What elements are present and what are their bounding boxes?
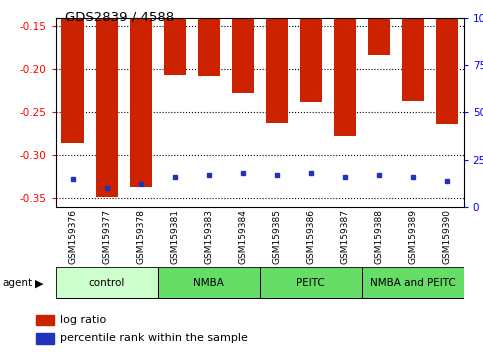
Text: GSM159377: GSM159377 [102, 209, 111, 264]
Text: GSM159390: GSM159390 [442, 209, 451, 264]
Text: ▶: ▶ [35, 278, 43, 288]
Bar [61, 18, 84, 143]
Text: GSM159387: GSM159387 [340, 209, 349, 264]
Text: GSM159385: GSM159385 [272, 209, 281, 264]
Text: NMBA: NMBA [193, 278, 224, 288]
Bar [266, 18, 288, 123]
Bar [96, 18, 118, 197]
Text: GDS2839 / 4588: GDS2839 / 4588 [65, 11, 174, 24]
Text: control: control [88, 278, 125, 288]
Text: percentile rank within the sample: percentile rank within the sample [60, 333, 248, 343]
Text: GSM159381: GSM159381 [170, 209, 179, 264]
Bar [198, 18, 220, 76]
Text: NMBA and PEITC: NMBA and PEITC [370, 278, 455, 288]
Text: GSM159389: GSM159389 [408, 209, 417, 264]
Text: GSM159388: GSM159388 [374, 209, 383, 264]
Bar [401, 18, 424, 101]
Text: GSM159376: GSM159376 [68, 209, 77, 264]
Bar [36, 315, 54, 325]
Text: PEITC: PEITC [296, 278, 325, 288]
Text: GSM159378: GSM159378 [136, 209, 145, 264]
Bar [299, 18, 322, 102]
Bar [368, 18, 390, 55]
Bar [129, 18, 152, 187]
Text: GSM159383: GSM159383 [204, 209, 213, 264]
Bar [231, 18, 254, 93]
Text: log ratio: log ratio [60, 315, 106, 325]
Bar [56, 268, 157, 298]
Text: GSM159384: GSM159384 [238, 209, 247, 264]
Bar [334, 18, 355, 137]
Bar [362, 268, 464, 298]
Bar [164, 18, 185, 75]
Bar [260, 268, 362, 298]
Bar [36, 333, 54, 343]
Bar [157, 268, 260, 298]
Bar [436, 18, 458, 124]
Text: GSM159386: GSM159386 [306, 209, 315, 264]
Text: agent: agent [2, 278, 32, 288]
